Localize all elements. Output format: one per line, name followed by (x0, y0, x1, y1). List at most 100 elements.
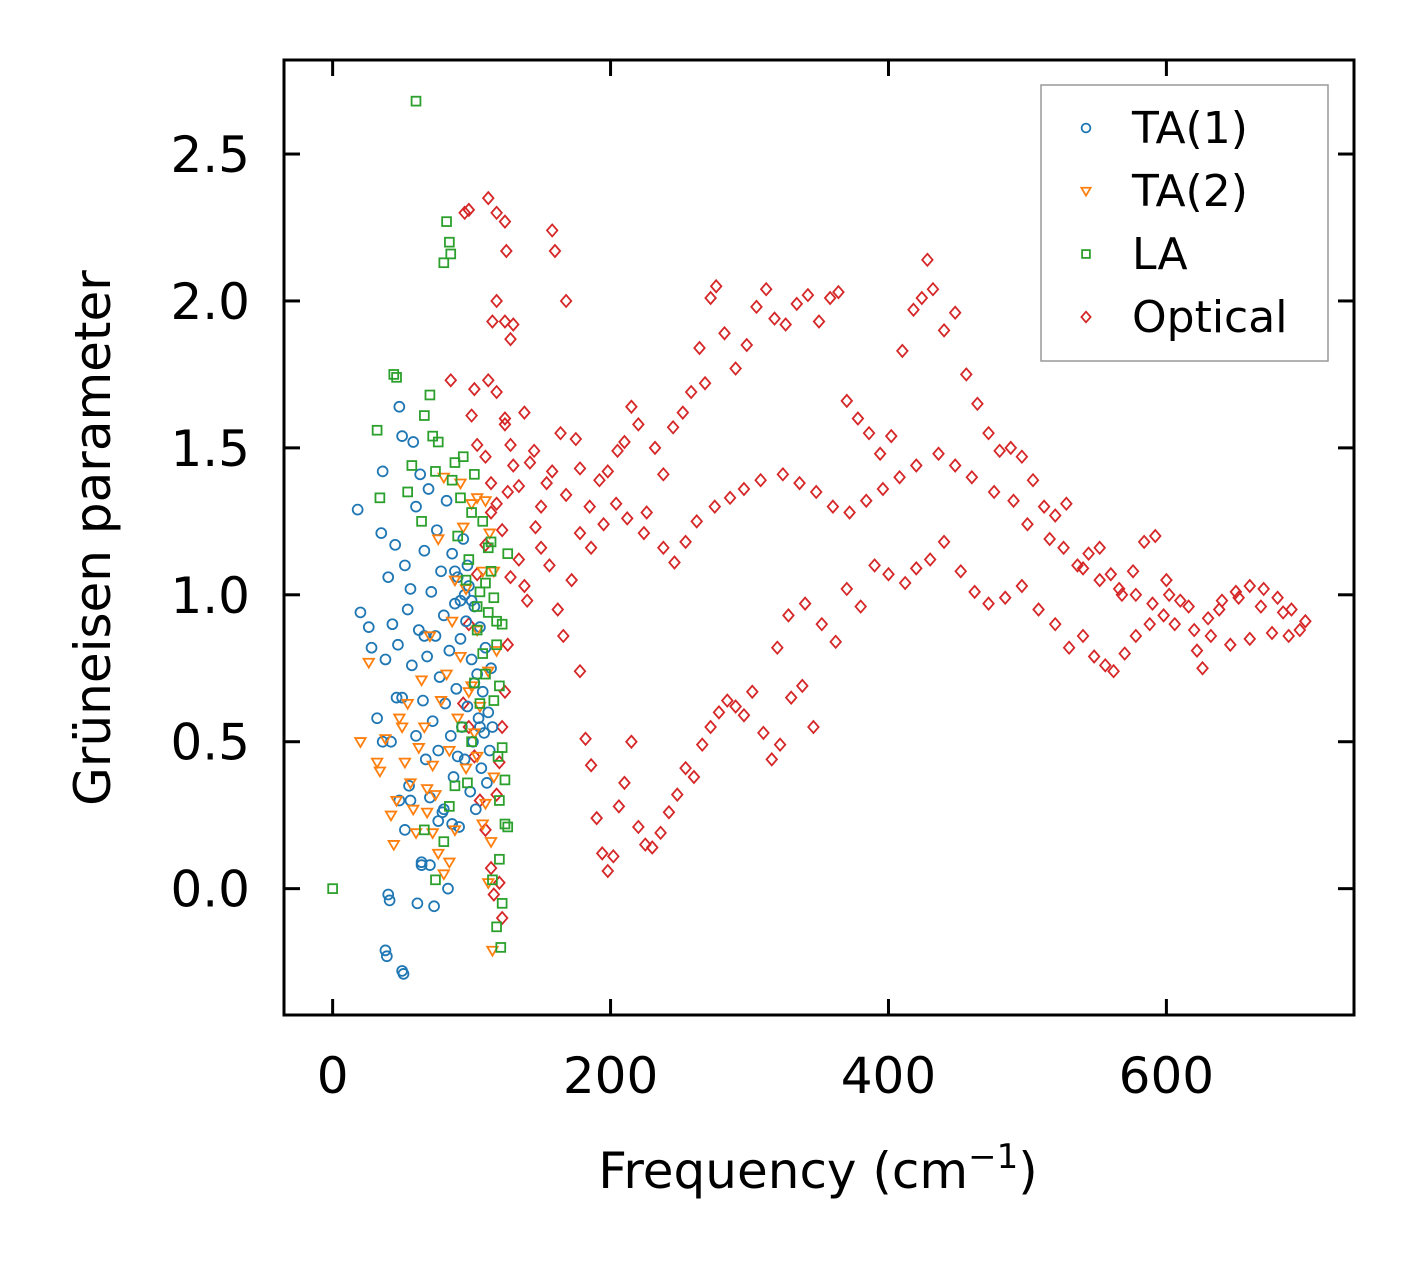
data-point (1048, 616, 1062, 632)
data-point (523, 455, 537, 470)
data-point (854, 599, 868, 614)
data-point (494, 680, 505, 692)
legend-item: LA (1081, 229, 1188, 280)
data-point (687, 769, 701, 785)
data-point (477, 516, 489, 527)
data-point (491, 921, 502, 933)
data-point (484, 505, 498, 520)
data-point (437, 609, 450, 622)
data-point (392, 713, 407, 726)
data-point (502, 548, 514, 559)
data-point (406, 804, 421, 817)
data-point (1021, 516, 1034, 532)
data-point (876, 481, 890, 497)
data-point (745, 684, 759, 700)
data-point (484, 837, 498, 849)
data-point (406, 460, 418, 471)
legend-label: TA(2) (1131, 166, 1248, 217)
legend-marker (1079, 186, 1093, 198)
data-point (1229, 584, 1243, 600)
legend-item: TA(1) (1080, 103, 1248, 154)
data-point (823, 290, 837, 306)
data-point (1057, 540, 1070, 556)
data-point (504, 331, 517, 347)
data-point (496, 742, 508, 753)
data-point (832, 284, 845, 300)
data-point (548, 243, 562, 259)
data-point (499, 818, 511, 830)
legend-label: Optical (1132, 292, 1287, 343)
data-points (327, 95, 1312, 980)
data-point (884, 428, 898, 444)
data-point (1062, 640, 1076, 656)
data-point (1026, 472, 1040, 488)
y-tick-label: 2.0 (170, 273, 250, 331)
data-point (868, 558, 881, 573)
data-point (982, 425, 995, 441)
data-point (790, 296, 804, 312)
data-point (840, 581, 854, 597)
data-point (425, 586, 438, 598)
data-point (449, 780, 461, 792)
y-tick-label: 0.5 (170, 714, 250, 772)
data-point (1118, 646, 1132, 661)
data-point (425, 760, 440, 773)
data-point (424, 389, 436, 401)
data-point (504, 569, 517, 585)
data-point (477, 648, 489, 659)
series-optical (444, 190, 1312, 926)
data-point (1129, 587, 1143, 603)
data-point (501, 637, 515, 653)
data-point (502, 821, 514, 833)
data-point (453, 478, 468, 491)
data-point (529, 519, 542, 535)
data-point (446, 547, 458, 560)
data-point (1243, 578, 1257, 594)
data-point (770, 640, 784, 656)
data-point (449, 597, 461, 610)
data-point (1285, 602, 1298, 617)
data-point (435, 565, 447, 578)
data-point (465, 653, 478, 666)
data-point (584, 540, 598, 556)
data-point (496, 898, 508, 909)
data-point (391, 372, 402, 383)
data-point (396, 430, 408, 442)
data-point (1093, 572, 1107, 588)
data-point (656, 540, 670, 556)
data-point (420, 784, 434, 796)
data-point (595, 846, 609, 861)
data-point (1276, 605, 1290, 620)
data-point (403, 778, 418, 790)
data-point (584, 757, 598, 773)
data-point (453, 651, 468, 664)
y-axis-title: Grüneisen parameter (64, 270, 122, 806)
data-point (490, 496, 504, 512)
data-point (423, 631, 437, 643)
data-point (1112, 581, 1126, 597)
data-point (481, 777, 493, 789)
data-point (327, 883, 338, 894)
data-point (1043, 531, 1057, 547)
data-point (527, 443, 541, 459)
data-point (826, 499, 840, 514)
data-point (1204, 628, 1218, 644)
data-point (437, 869, 451, 881)
data-point (386, 618, 399, 631)
data-point (389, 795, 404, 808)
data-point (757, 725, 770, 741)
data-point (597, 516, 611, 532)
data-point (1282, 628, 1296, 644)
data-point (679, 534, 692, 550)
data-point (444, 236, 455, 248)
data-point (554, 425, 567, 441)
data-point (1087, 649, 1101, 664)
data-point (625, 399, 638, 415)
data-point (442, 857, 457, 870)
axis-ticks (284, 60, 1354, 1015)
data-point (482, 542, 494, 554)
data-point (1293, 622, 1307, 638)
data-point (698, 375, 712, 391)
data-point (465, 408, 478, 423)
data-point (445, 616, 459, 629)
